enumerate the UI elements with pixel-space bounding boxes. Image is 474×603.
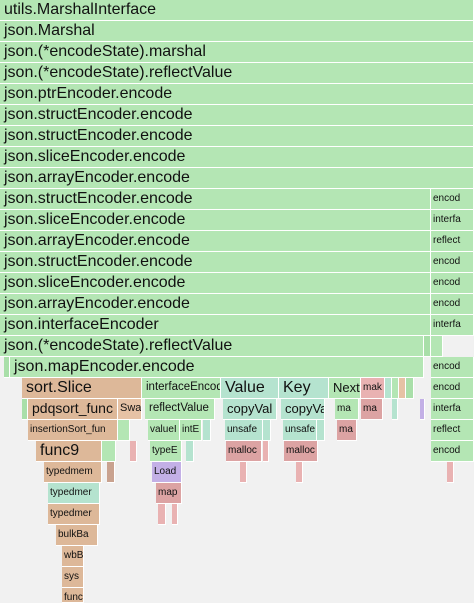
flame-frame[interactable]: json.structEncoder.encode bbox=[0, 252, 431, 273]
flame-frame[interactable] bbox=[22, 399, 28, 420]
flame-frame[interactable]: encod bbox=[431, 378, 474, 399]
flame-frame[interactable]: malloc bbox=[226, 441, 262, 462]
flame-frame[interactable] bbox=[240, 462, 247, 483]
flame-frame[interactable] bbox=[172, 504, 178, 525]
flame-frame[interactable]: typedmer bbox=[48, 483, 100, 504]
flame-frame[interactable] bbox=[130, 441, 137, 462]
flame-frame[interactable]: utils.MarshalInterface bbox=[0, 0, 474, 21]
flame-frame[interactable] bbox=[263, 420, 271, 441]
flame-frame[interactable]: encod bbox=[431, 273, 474, 294]
flame-frame[interactable]: reflectValue bbox=[145, 399, 215, 420]
flame-frame[interactable]: json.(*encodeState).marshal bbox=[0, 42, 474, 63]
flame-frame[interactable] bbox=[263, 441, 269, 462]
flame-frame[interactable]: typeE bbox=[150, 441, 182, 462]
flame-frame[interactable] bbox=[406, 378, 414, 399]
flame-frame[interactable]: unsafe bbox=[283, 420, 317, 441]
flame-frame[interactable] bbox=[317, 420, 325, 441]
flame-frame[interactable]: reflect bbox=[431, 420, 474, 441]
flame-frame[interactable]: json.interfaceEncoder bbox=[0, 315, 431, 336]
flame-frame[interactable]: copyVal bbox=[281, 399, 325, 420]
flame-frame[interactable]: encod bbox=[431, 294, 474, 315]
flame-frame[interactable]: Swa bbox=[118, 399, 142, 420]
flame-frame[interactable]: json.arrayEncoder.encode bbox=[0, 168, 474, 189]
flame-frame[interactable]: json.ptrEncoder.encode bbox=[0, 84, 474, 105]
flame-frame[interactable]: intE bbox=[180, 420, 202, 441]
flame-frame[interactable]: typedmem bbox=[44, 462, 102, 483]
flame-frame[interactable]: json.(*encodeState).reflectValue bbox=[0, 336, 424, 357]
flame-frame[interactable]: Load bbox=[152, 462, 182, 483]
flame-frame[interactable]: interfaceEncod bbox=[142, 378, 221, 399]
flame-frame[interactable]: json.sliceEncoder.encode bbox=[0, 273, 431, 294]
flame-frame[interactable]: ma bbox=[337, 420, 357, 441]
flame-frame[interactable]: encod bbox=[431, 441, 474, 462]
flame-frame[interactable] bbox=[102, 441, 116, 462]
flame-frame[interactable]: json.structEncoder.encode bbox=[0, 189, 431, 210]
flame-frame[interactable] bbox=[392, 399, 398, 420]
flame-frame[interactable] bbox=[431, 336, 443, 357]
flame-frame[interactable]: sort.Slice bbox=[22, 378, 142, 399]
flame-frame[interactable]: json.sliceEncoder.encode bbox=[0, 147, 474, 168]
flame-frame[interactable]: encod bbox=[431, 357, 474, 378]
flame-frame[interactable]: encod bbox=[431, 189, 474, 210]
flame-frame[interactable] bbox=[392, 378, 399, 399]
flame-frame[interactable] bbox=[296, 462, 303, 483]
flame-frame[interactable]: func9 bbox=[36, 441, 102, 462]
flame-frame[interactable]: encod bbox=[431, 252, 474, 273]
flame-frame[interactable]: malloc bbox=[284, 441, 318, 462]
flame-frame[interactable]: ma bbox=[361, 399, 383, 420]
flame-frame[interactable]: interfa bbox=[431, 210, 474, 231]
flame-frame[interactable] bbox=[203, 420, 211, 441]
flame-frame[interactable]: interfa bbox=[431, 399, 474, 420]
flame-frame[interactable]: unsafe bbox=[225, 420, 263, 441]
flame-frame[interactable]: map bbox=[156, 483, 182, 504]
flame-frame[interactable]: mak bbox=[361, 378, 385, 399]
flame-frame[interactable] bbox=[399, 378, 406, 399]
flame-frame[interactable]: valueI bbox=[148, 420, 180, 441]
flame-frame[interactable]: Next bbox=[329, 378, 361, 399]
flame-frame[interactable]: json.arrayEncoder.encode bbox=[0, 294, 431, 315]
flame-frame[interactable]: copyVal bbox=[223, 399, 277, 420]
flame-frame[interactable] bbox=[118, 420, 130, 441]
flame-frame[interactable] bbox=[4, 357, 10, 378]
flame-frame[interactable]: json.structEncoder.encode bbox=[0, 126, 474, 147]
flame-frame[interactable]: Key bbox=[279, 378, 329, 399]
flame-frame[interactable]: json.sliceEncoder.encode bbox=[0, 210, 431, 231]
flame-frame[interactable]: Value bbox=[221, 378, 279, 399]
flame-frame[interactable] bbox=[447, 462, 454, 483]
flame-frame[interactable]: pdqsort_func bbox=[28, 399, 118, 420]
flame-frame[interactable]: wbB bbox=[62, 546, 84, 567]
flame-frame[interactable]: json.Marshal bbox=[0, 21, 474, 42]
flame-frame[interactable]: json.structEncoder.encode bbox=[0, 105, 474, 126]
flame-frame[interactable] bbox=[158, 504, 166, 525]
flame-frame[interactable]: bulkBa bbox=[56, 525, 98, 546]
flame-frame[interactable]: interfa bbox=[431, 315, 474, 336]
flame-frame[interactable] bbox=[107, 462, 115, 483]
flame-frame[interactable]: json.(*encodeState).reflectValue bbox=[0, 63, 474, 84]
flame-frame[interactable]: func bbox=[62, 588, 84, 603]
flame-frame[interactable]: sys bbox=[62, 567, 84, 588]
flame-frame[interactable]: json.arrayEncoder.encode bbox=[0, 231, 431, 252]
flame-frame[interactable]: reflect bbox=[431, 231, 474, 252]
flame-frame[interactable]: insertionSort_fun bbox=[28, 420, 118, 441]
flame-frame[interactable] bbox=[420, 399, 425, 420]
flame-frame[interactable]: typedmer bbox=[48, 504, 100, 525]
flame-frame[interactable]: ma bbox=[335, 399, 359, 420]
flame-frame[interactable]: json.mapEncoder.encode bbox=[10, 357, 424, 378]
flame-frame[interactable] bbox=[424, 336, 431, 357]
flame-frame[interactable] bbox=[385, 378, 392, 399]
flame-frame[interactable] bbox=[186, 441, 194, 462]
